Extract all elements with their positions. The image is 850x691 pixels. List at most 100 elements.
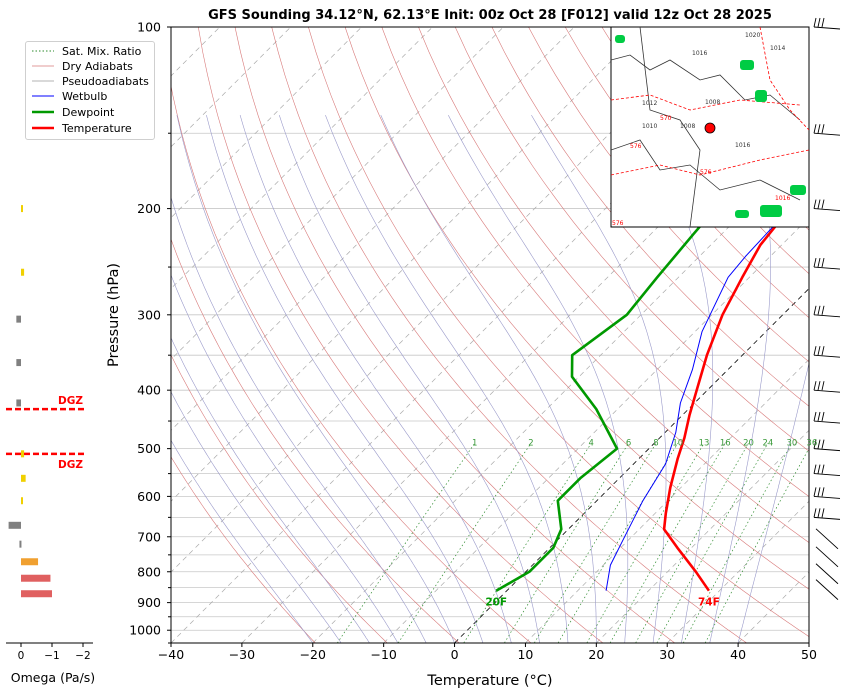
wind-barb-shaft bbox=[813, 516, 841, 520]
legend-label-sat-mix-ratio: Sat. Mix. Ratio bbox=[62, 44, 142, 58]
location-marker bbox=[704, 122, 716, 134]
omega-bar bbox=[21, 450, 25, 458]
isotherm bbox=[808, 642, 809, 643]
inset-map-precip bbox=[615, 35, 625, 43]
legend-swatch-dewpoint bbox=[32, 110, 54, 114]
dry-adiabat bbox=[491, 27, 809, 407]
wind-barb-flag bbox=[813, 381, 817, 391]
y-tick-label: 400 bbox=[137, 383, 161, 398]
pseudoadiabat bbox=[325, 114, 569, 643]
mixing-ratio-line bbox=[463, 443, 592, 643]
inset-map-border bbox=[611, 139, 801, 201]
legend-item-dewpoint: Dewpoint bbox=[32, 105, 114, 119]
isotherm bbox=[666, 500, 809, 643]
x-tick-label: 50 bbox=[801, 647, 817, 662]
omega-bar bbox=[21, 558, 39, 566]
legend-label-wetbulb: Wetbulb bbox=[62, 89, 108, 103]
mixing-ratio-label: 16 bbox=[720, 439, 731, 449]
wind-barb-flag bbox=[813, 346, 817, 356]
inset-map-label: 1020 bbox=[745, 32, 760, 39]
dgz-label: DGZ bbox=[58, 395, 83, 407]
wind-barb-flag bbox=[813, 464, 817, 474]
inset-map-precip bbox=[790, 185, 806, 195]
omega-bar bbox=[21, 574, 51, 582]
legend-swatch-pseudoadiabats bbox=[32, 80, 54, 82]
inset-map-label: 1008 bbox=[705, 99, 720, 106]
isotherm bbox=[171, 27, 575, 431]
pseudoadiabat bbox=[380, 114, 597, 643]
dry-adiabat bbox=[344, 27, 809, 590]
dry-adiabat bbox=[171, 238, 460, 643]
isotherm bbox=[312, 146, 809, 643]
pseudoadiabat bbox=[171, 337, 370, 643]
pseudoadiabat bbox=[171, 391, 342, 643]
temperature-surface-label: 74F bbox=[698, 597, 720, 609]
legend-item-pseudoadiabats: Pseudoadiabats bbox=[32, 74, 149, 88]
omega-bar bbox=[21, 474, 26, 482]
omega-bar bbox=[21, 205, 23, 213]
mixing-ratio-label: 2 bbox=[528, 439, 533, 449]
wind-barb bbox=[813, 487, 841, 499]
isotherm bbox=[383, 217, 809, 643]
omega-tick-label: −2 bbox=[75, 650, 90, 662]
wind-barb bbox=[815, 579, 839, 600]
wind-barb-flag bbox=[821, 124, 825, 134]
inset-map-label: 1010 bbox=[642, 123, 657, 130]
inset-map-precip bbox=[740, 60, 754, 70]
x-axis-label: Temperature (°C) bbox=[426, 673, 552, 689]
wind-barb-flag bbox=[817, 381, 821, 391]
plot-frame bbox=[170, 26, 810, 644]
wind-barb-flag bbox=[817, 305, 821, 315]
x-tick-label: −30 bbox=[229, 647, 255, 662]
pseudoadiabat bbox=[531, 114, 667, 643]
dry-adiabat bbox=[171, 354, 388, 643]
mixing-ratio-line bbox=[635, 443, 749, 643]
wind-barb-shaft bbox=[813, 354, 841, 358]
mixing-ratio-line bbox=[337, 443, 475, 643]
wind-barb-flag bbox=[817, 439, 821, 449]
inset-map-label: 570 bbox=[660, 115, 672, 122]
dry-adiabat bbox=[308, 27, 809, 638]
y-tick-label: 900 bbox=[137, 595, 161, 610]
y-tick-label: 300 bbox=[137, 307, 161, 322]
wind-barb-flag bbox=[817, 346, 821, 356]
inset-map-contour bbox=[611, 149, 809, 176]
inset-map-precip bbox=[760, 205, 782, 217]
pseudoadiabat bbox=[279, 115, 540, 643]
chart-title: GFS Sounding 34.12°N, 62.13°E Init: 00z … bbox=[208, 8, 772, 23]
y-tick-label: 700 bbox=[137, 529, 161, 544]
inset-map-content: 1020 1016 1014 1012 1008 1010 1008 1016 576 570 57… bbox=[611, 27, 809, 227]
wind-barb bbox=[815, 528, 839, 550]
mixing-ratio-line bbox=[397, 443, 532, 643]
legend-swatch-temperature bbox=[32, 126, 54, 130]
legend-swatch-sat-mix-ratio bbox=[32, 50, 54, 52]
wind-barb-flag bbox=[813, 508, 817, 518]
legend-label-pseudoadiabats: Pseudoadiabats bbox=[62, 74, 149, 88]
wind-barb-shaft bbox=[815, 546, 839, 568]
legend-item-dry-adiabats: Dry Adiabats bbox=[32, 59, 133, 73]
wind-barb-flag bbox=[821, 411, 825, 422]
wind-barb-flag bbox=[817, 411, 821, 422]
dry-adiabat bbox=[454, 27, 809, 452]
x-tick-label: 40 bbox=[730, 647, 746, 662]
mixing-ratio-label: 13 bbox=[699, 439, 710, 449]
wind-barb-flag bbox=[813, 257, 817, 268]
mixing-ratio-label: 8 bbox=[653, 439, 658, 449]
inset-map-contour bbox=[611, 94, 801, 111]
y-axis-label: Pressure (hPa) bbox=[106, 263, 122, 367]
x-tick-label: 20 bbox=[588, 647, 604, 662]
wind-barb-flag bbox=[821, 439, 825, 449]
pseudoadiabat bbox=[709, 114, 771, 643]
y-tick-label: 600 bbox=[137, 489, 161, 504]
wind-barb bbox=[813, 17, 841, 30]
dry-adiabat bbox=[528, 27, 809, 363]
dewpoint-surface-label: 20F bbox=[485, 597, 507, 609]
omega-bar bbox=[16, 359, 21, 367]
wind-barb-shaft bbox=[815, 528, 839, 550]
pseudoadiabat bbox=[171, 274, 399, 643]
legend-label-temperature: Temperature bbox=[62, 121, 132, 135]
dgz-label: DGZ bbox=[58, 459, 83, 471]
inset-map-label: 1008 bbox=[680, 123, 695, 130]
pseudoadiabat bbox=[448, 114, 629, 643]
